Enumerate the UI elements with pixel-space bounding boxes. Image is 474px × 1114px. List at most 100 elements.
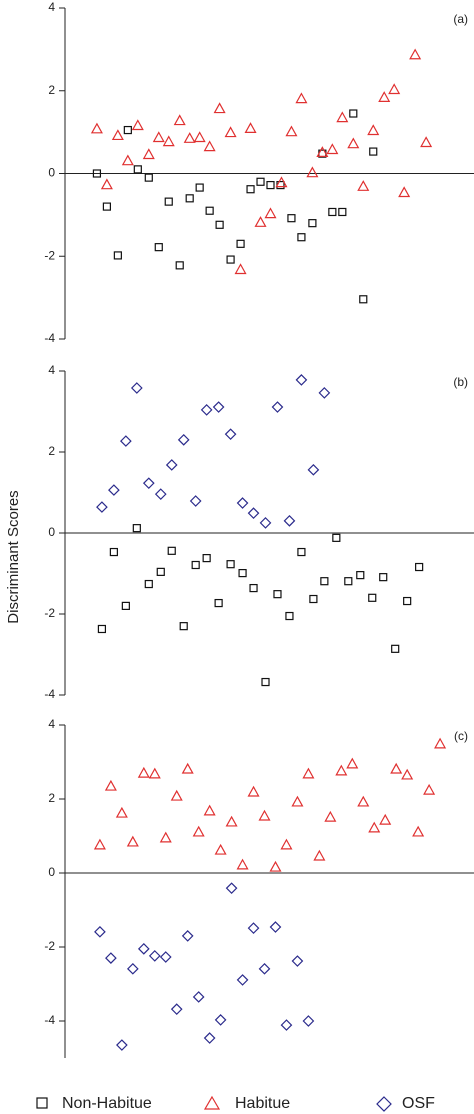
data-point — [368, 821, 381, 833]
y-tick-label: 2 — [48, 444, 55, 458]
y-axis-label: Discriminant Scores — [5, 490, 22, 623]
legend-marker — [203, 1095, 221, 1110]
data-point — [142, 148, 155, 160]
data-point — [181, 762, 194, 774]
data-point — [256, 177, 265, 186]
data-point — [388, 83, 401, 95]
data-point — [328, 207, 337, 217]
data-point — [320, 577, 329, 586]
data-point — [324, 810, 337, 822]
data-point — [335, 764, 348, 776]
data-point — [167, 546, 176, 555]
data-point — [390, 762, 403, 774]
y-tick-label: -2 — [44, 248, 55, 262]
data-point — [115, 806, 128, 818]
data-point — [104, 779, 117, 791]
data-point — [379, 573, 388, 582]
y-tick-label: -4 — [44, 687, 55, 701]
data-point — [126, 962, 139, 975]
data-point — [224, 126, 237, 138]
data-point — [214, 843, 227, 855]
data-point — [121, 601, 130, 611]
data-point — [162, 135, 175, 147]
panel-label: (b) — [453, 375, 468, 389]
data-point — [297, 233, 306, 242]
data-point — [308, 219, 317, 228]
data-point — [275, 176, 288, 188]
data-point — [359, 295, 368, 304]
data-point — [318, 387, 331, 399]
data-point — [225, 815, 238, 827]
panel-label: (c) — [454, 729, 468, 743]
data-point — [226, 255, 235, 264]
data-point — [191, 560, 200, 570]
data-point — [192, 991, 205, 1003]
data-point — [92, 169, 102, 178]
data-point — [193, 131, 206, 143]
data-point — [164, 197, 173, 206]
data-point — [368, 593, 377, 602]
data-point — [215, 220, 224, 229]
data-point — [144, 173, 153, 182]
data-point — [367, 124, 380, 136]
data-point — [234, 263, 247, 275]
data-point — [148, 950, 161, 962]
data-point — [130, 382, 143, 394]
data-point — [261, 677, 270, 687]
data-point — [213, 102, 226, 114]
y-tick-label: 0 — [48, 865, 55, 879]
y-tick-label: -2 — [44, 606, 55, 620]
data-point — [423, 783, 436, 795]
data-point — [224, 428, 237, 441]
data-point — [152, 131, 165, 143]
data-point — [347, 137, 360, 149]
data-point — [214, 598, 223, 608]
data-point — [332, 533, 341, 542]
data-point — [357, 180, 370, 191]
data-point — [109, 547, 118, 557]
y-tick-label: -2 — [44, 939, 55, 953]
data-point — [401, 768, 414, 780]
data-point — [137, 766, 150, 778]
data-point — [283, 515, 296, 527]
data-point — [280, 1019, 293, 1031]
data-point — [195, 183, 204, 192]
data-point — [338, 207, 347, 217]
data-point — [295, 374, 308, 386]
data-point — [93, 838, 106, 850]
data-point — [357, 795, 370, 807]
y-tick-label: -4 — [44, 1013, 55, 1027]
data-point — [264, 207, 277, 219]
data-point — [142, 477, 155, 490]
data-point — [269, 921, 282, 933]
data-point — [96, 501, 108, 513]
data-point — [121, 154, 134, 166]
data-point — [123, 125, 132, 135]
data-point — [148, 767, 161, 779]
data-point — [434, 737, 447, 749]
y-tick-label: 2 — [48, 791, 55, 805]
data-point — [108, 484, 120, 496]
data-point — [398, 186, 411, 198]
data-point — [307, 463, 320, 476]
data-point — [159, 831, 172, 843]
data-point — [369, 147, 378, 156]
data-point — [266, 180, 275, 190]
data-point — [200, 404, 213, 416]
data-point — [291, 955, 304, 967]
data-point — [269, 860, 282, 872]
data-point — [94, 925, 106, 938]
data-point — [271, 401, 284, 413]
data-point — [97, 624, 107, 634]
data-point — [192, 825, 205, 837]
data-point — [287, 214, 296, 223]
data-point — [302, 767, 315, 779]
y-tick-label: 2 — [48, 83, 55, 97]
data-point — [297, 547, 306, 557]
data-point — [409, 48, 422, 60]
data-point — [412, 825, 425, 837]
data-point — [285, 125, 298, 137]
y-tick-label: 0 — [48, 525, 55, 539]
data-point — [203, 140, 216, 152]
